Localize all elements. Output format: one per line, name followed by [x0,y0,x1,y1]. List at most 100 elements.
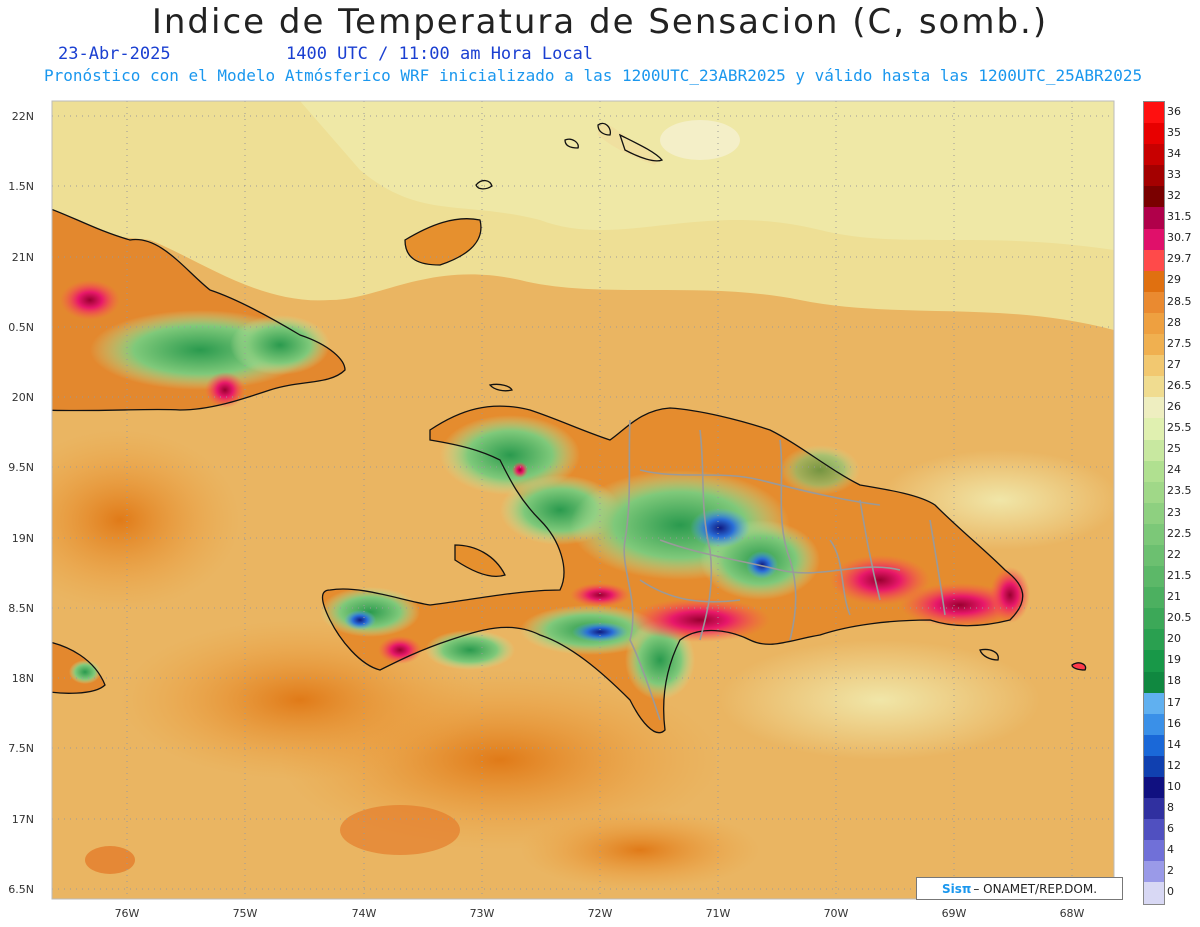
legend-swatch [1144,608,1164,630]
legend-label: 18 [1167,674,1181,688]
legend-label: 8 [1167,801,1174,815]
legend-swatch [1144,502,1164,524]
legend-swatch [1144,755,1164,777]
legend-swatch [1144,692,1164,714]
coastlines [52,122,1087,734]
map-title: Indice de Temperatura de Sensacion (C, s… [151,2,1049,42]
forecast-time: 1400 UTC / 11:00 am Hora Local [286,44,594,64]
legend-label: 10 [1167,779,1181,793]
legend-label: 29 [1167,273,1181,287]
legend-swatch [1144,186,1164,208]
legend-swatch [1144,460,1164,482]
lat-label: 19N [11,532,34,545]
lat-label: 21N [11,251,34,264]
legend-swatch [1144,650,1164,672]
legend-label: 22.5 [1167,526,1192,540]
lat-lon-grid [52,101,1114,899]
legend-swatch [1144,544,1164,567]
legend-label: 30.7 [1167,231,1192,245]
legend-swatch [1144,397,1164,419]
legend-swatch [1144,587,1164,609]
legend-swatch [1144,523,1164,545]
credit-org: – ONAMET/REP.DOM. [973,881,1098,896]
legend-label: 20 [1167,632,1181,646]
legend-label: 0 [1167,885,1174,899]
legend-label: 22 [1167,547,1181,561]
legend-swatch [1144,840,1164,862]
legend-label: 2 [1167,864,1174,878]
legend-swatch [1144,777,1164,799]
legend-swatch [1144,207,1164,229]
field-layer [52,101,1114,899]
lon-label: 75W [232,907,258,920]
model-run-info: Pronóstico con el Modelo Atmósferico WRF… [44,66,1143,85]
legend-label: 6 [1167,822,1174,836]
lon-label: 72W [587,907,613,920]
legend-label: 28.5 [1167,294,1192,308]
legend-label: 14 [1167,737,1181,751]
legend-swatch [1144,439,1164,461]
lon-label: 76W [114,907,140,920]
legend-label: 19 [1167,653,1181,667]
legend-label: 35 [1167,125,1181,139]
legend-label: 23 [1167,505,1181,519]
legend-label: 34 [1167,146,1181,160]
lon-label: 71W [705,907,731,920]
legend-label: 29.7 [1167,252,1192,266]
lat-label: 8.5N [8,602,34,615]
legend-label: 20.5 [1167,611,1192,625]
legend-label: 27 [1167,357,1181,371]
legend-swatch [1144,165,1164,187]
province-borders [623,419,946,721]
legend-label: 25.5 [1167,421,1192,435]
forecast-date: 23-Abr-2025 [58,44,171,64]
legend-label: 28 [1167,315,1181,329]
legend-swatch [1144,566,1164,588]
legend-label: 25 [1167,442,1181,456]
legend-swatch [1144,798,1164,820]
legend-label: 27.5 [1167,336,1192,350]
lat-label: 18N [11,672,34,685]
lat-label: 17N [11,813,34,826]
legend-label: 32 [1167,188,1181,202]
legend-swatch [1144,861,1164,883]
lat-label: 9.5N [8,461,34,474]
legend-label: 4 [1167,843,1174,857]
legend-label: 33 [1167,167,1181,181]
legend-label: 23.5 [1167,484,1192,498]
legend-label: 21.5 [1167,568,1192,582]
legend-swatch [1144,734,1164,756]
legend-swatch [1144,819,1164,841]
legend-swatch [1144,355,1164,377]
lat-label: 20N [11,391,34,404]
legend-swatch [1144,144,1164,166]
legend-label: 16 [1167,716,1181,730]
lon-label: 68W [1059,907,1085,920]
legend-swatch [1144,713,1164,735]
legend-swatch [1144,334,1164,356]
legend-swatch [1144,102,1164,124]
legend-swatch [1144,629,1164,651]
lon-label: 70W [823,907,849,920]
legend-swatch [1144,228,1164,250]
legend-label: 26 [1167,400,1181,414]
legend-swatch [1144,123,1164,145]
legend-swatch [1144,882,1164,904]
credit-box: Sisπ – ONAMET/REP.DOM. [916,877,1123,900]
credit-brand: Sisπ [941,881,972,896]
lon-label: 69W [941,907,967,920]
legend-label: 24 [1167,463,1181,477]
color-scale-legend [1143,101,1165,905]
legend-label: 31.5 [1167,210,1192,224]
lon-label: 73W [469,907,495,920]
legend-swatch [1144,376,1164,398]
lon-label: 74W [351,907,377,920]
legend-label: 26.5 [1167,378,1192,392]
legend-swatch [1144,249,1164,271]
lat-label: 6.5N [8,883,34,896]
legend-swatch [1144,270,1164,292]
lat-label: 0.5N [8,321,34,334]
legend-swatch [1144,418,1164,440]
legend-swatch [1144,481,1164,503]
